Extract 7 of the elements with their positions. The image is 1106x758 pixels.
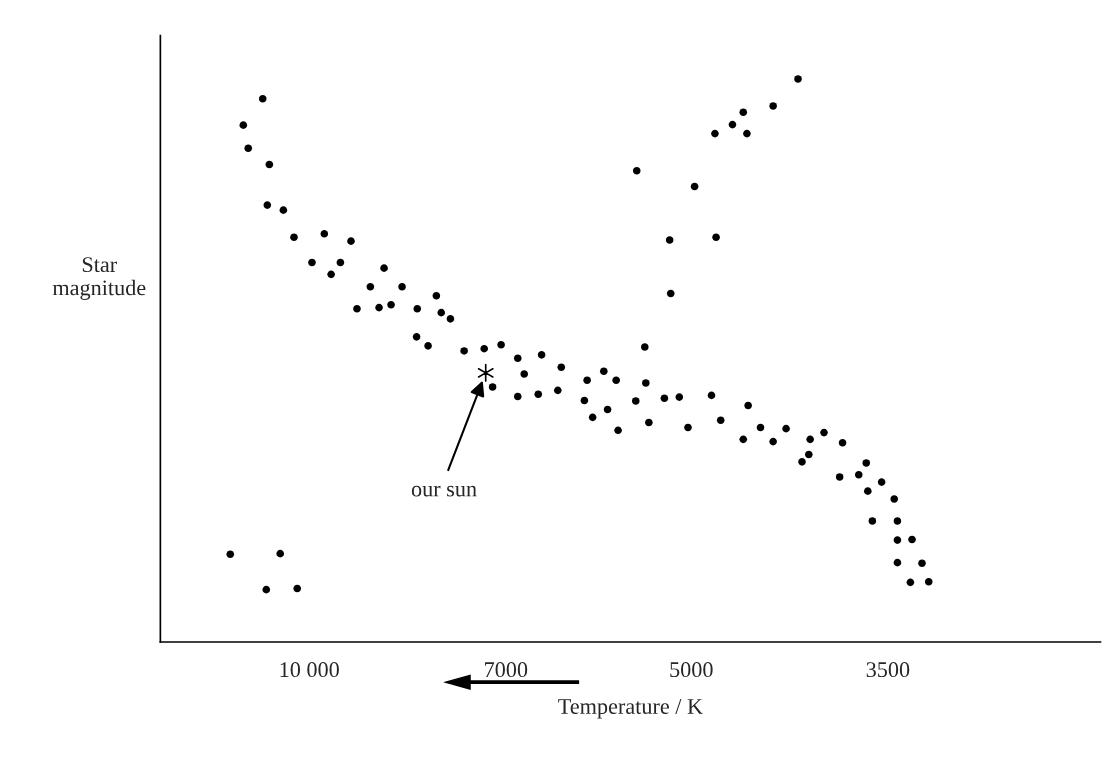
x-tick-label: 5000 [670, 662, 713, 678]
x-axis-title: Temperature / K [558, 699, 703, 719]
y-axis-title: Star magnitude [52, 257, 146, 300]
x-tick-label: 3500 [866, 662, 910, 678]
x-tick-label: 7000 [485, 662, 528, 678]
x-tick-label: 10 000 [280, 662, 339, 678]
annotation: our sun [411, 485, 477, 497]
